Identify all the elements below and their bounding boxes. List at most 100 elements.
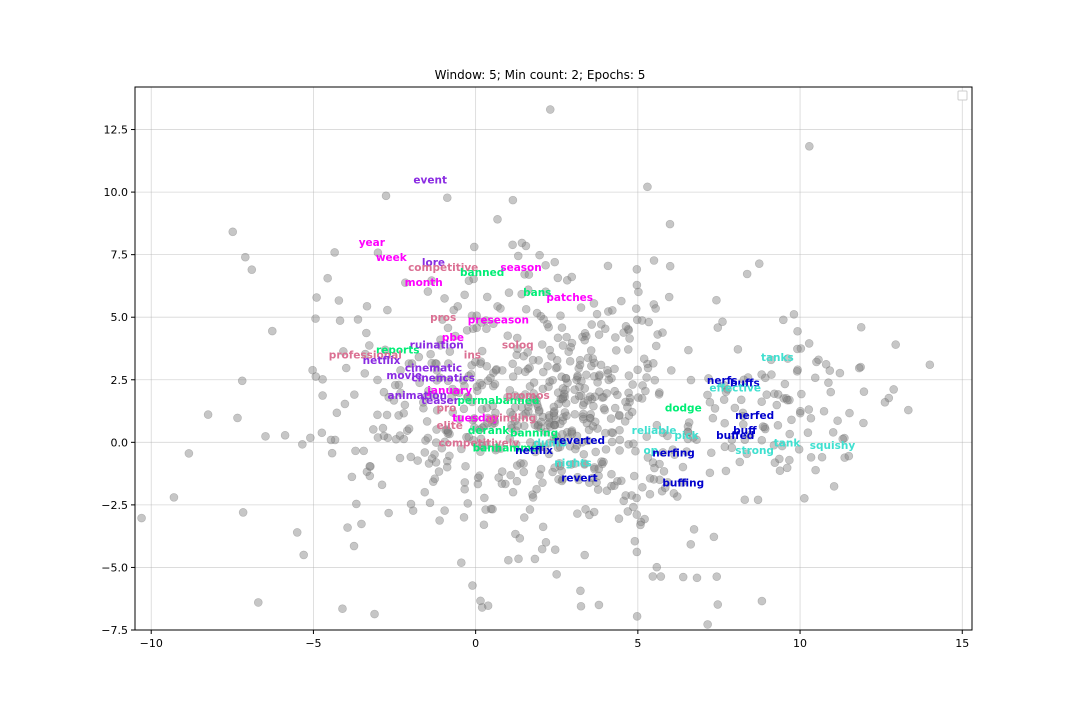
word-point (571, 444, 580, 454)
word-label: nights (554, 457, 591, 469)
word-point (400, 400, 410, 410)
word-point (553, 388, 563, 397)
x-tick-label: 0 (472, 637, 479, 650)
word-label: buffing (662, 477, 704, 489)
word-point (541, 260, 550, 270)
word-point (317, 428, 327, 438)
word-point (538, 367, 548, 377)
word-point (520, 270, 529, 279)
word-point (353, 315, 363, 324)
word-point (603, 369, 613, 378)
word-point (587, 320, 597, 329)
word-point (496, 444, 506, 453)
word-point (557, 323, 567, 332)
word-point (545, 377, 554, 386)
word-point (632, 315, 642, 325)
word-point (587, 361, 596, 371)
word-point (578, 400, 588, 410)
word-point (757, 435, 767, 445)
word-point (334, 296, 344, 305)
word-point (423, 287, 433, 296)
word-point (340, 399, 350, 409)
word-point (828, 428, 838, 437)
word-label: year (359, 237, 386, 249)
word-point (576, 601, 586, 611)
word-point (677, 478, 687, 487)
word-point (406, 452, 416, 462)
word-point (720, 418, 729, 428)
word-label: teaser (421, 395, 460, 407)
word-point (460, 478, 470, 487)
word-point (382, 410, 392, 420)
word-point (678, 462, 688, 472)
word-point (477, 441, 487, 451)
word-point (555, 461, 565, 471)
word-point (558, 341, 568, 350)
word-point (565, 356, 575, 366)
word-point (607, 481, 616, 491)
word-label: patches (546, 292, 593, 304)
word-point (779, 315, 788, 325)
word-point (545, 105, 555, 114)
word-point (427, 276, 436, 285)
word-point (570, 395, 580, 405)
word-point (549, 402, 559, 412)
word-point (432, 406, 442, 415)
word-point (665, 261, 675, 271)
word-point (785, 429, 794, 439)
word-point (443, 429, 453, 438)
word-point (298, 440, 307, 449)
word-point (640, 514, 649, 524)
x-tick-label: 5 (634, 637, 641, 650)
word-point (476, 434, 486, 444)
word-point (453, 302, 463, 311)
word-point (472, 323, 481, 333)
word-point (793, 326, 802, 336)
word-point (508, 195, 518, 205)
word-point (464, 371, 474, 381)
word-point (619, 496, 629, 506)
word-point (638, 381, 647, 390)
word-point (511, 440, 521, 449)
word-point (745, 430, 755, 440)
word-point (506, 470, 515, 480)
word-point (432, 425, 441, 434)
word-point (572, 431, 582, 441)
word-point (318, 375, 327, 384)
word-point (442, 462, 452, 472)
word-point (613, 390, 622, 400)
word-label: tuesday (452, 412, 499, 424)
word-point (473, 473, 483, 483)
word-label: tanks (761, 352, 794, 364)
word-point (394, 411, 403, 420)
word-point (803, 428, 813, 437)
word-point (904, 405, 913, 415)
word-point (572, 441, 582, 450)
word-label: banhammer (473, 442, 545, 454)
word-point (543, 361, 552, 371)
word-point (610, 403, 620, 413)
word-point (318, 391, 327, 400)
word-point (469, 242, 479, 252)
word-point (555, 458, 564, 468)
word-point (525, 382, 535, 391)
word-point (384, 393, 394, 402)
word-point (712, 572, 722, 581)
word-label: competitively (439, 437, 520, 449)
word-point (615, 446, 624, 455)
word-point (373, 433, 383, 442)
word-point (373, 375, 382, 385)
word-point (536, 311, 546, 321)
word-point (525, 505, 535, 514)
word-point (459, 513, 469, 522)
word-point (261, 432, 270, 441)
word-point (456, 558, 466, 568)
word-label: dodge (665, 402, 702, 414)
word-point (683, 422, 693, 431)
word-point (757, 370, 766, 379)
word-point (727, 435, 737, 445)
word-point (567, 426, 577, 435)
word-point (713, 323, 723, 332)
word-point (379, 387, 389, 397)
word-label: nerfed (735, 410, 774, 422)
